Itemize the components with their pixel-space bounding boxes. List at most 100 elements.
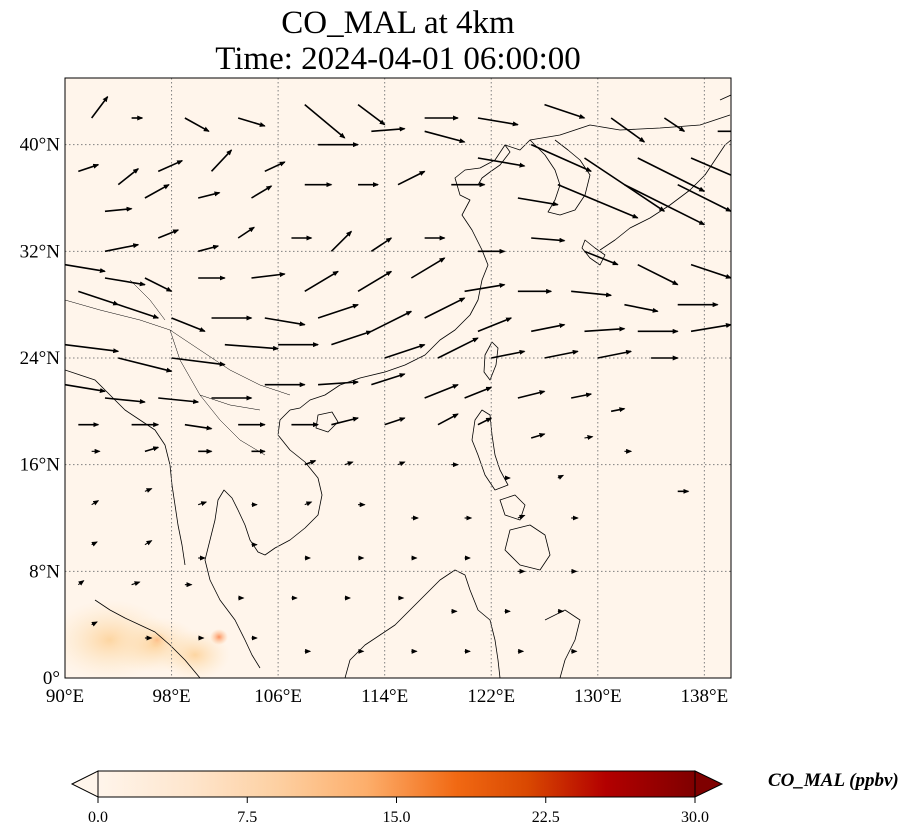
wind-arrow (304, 501, 313, 507)
wind-arrow (78, 163, 100, 173)
wind-arrow (104, 277, 146, 287)
wind-arrow (584, 435, 594, 440)
wind-arrow (357, 104, 386, 126)
wind-arrow (157, 159, 184, 173)
lat-tick-label: 40°N (20, 135, 61, 156)
wind-arrow (544, 349, 579, 359)
wind-arrow (144, 184, 170, 199)
wind-arrow (158, 397, 200, 404)
lat-tick-label: 16°N (20, 455, 61, 476)
lon-tick-label: 90°E (46, 686, 84, 707)
wind-arrow (198, 191, 221, 199)
wind-arrow (184, 117, 210, 132)
wind-arrow (184, 423, 213, 431)
wind-arrow (477, 317, 513, 333)
wind-arrow (77, 580, 85, 586)
colorbar-tick-label: 15.0 (383, 809, 411, 826)
wind-arrow (144, 540, 153, 546)
coastline-japan-kyushu (581, 239, 606, 266)
wind-arrow (131, 581, 141, 586)
wind-arrow (624, 183, 706, 226)
wind-arrow (304, 270, 339, 293)
wind-arrow (530, 143, 592, 172)
wind-arrow (318, 379, 359, 386)
wind-arrow (571, 392, 593, 399)
wind-arrow (557, 183, 639, 219)
colorbar: 0.0 7.5 15.0 22.5 30.0 (70, 770, 724, 826)
wind-arrow (117, 168, 140, 186)
wind-arrow (584, 157, 666, 212)
wind-arrow (210, 149, 233, 172)
wind-arrow (251, 272, 286, 279)
colorbar-ticks: 0.0 7.5 15.0 22.5 30.0 (88, 797, 709, 826)
map-subtitle: Time: 2024-04-01 06:00:00 (215, 41, 581, 77)
wind-arrow (624, 303, 659, 313)
wind-arrow (424, 130, 466, 144)
wind-arrow (424, 297, 466, 319)
wind-vectors (65, 95, 731, 654)
colorbar-tick-label: 7.5 (237, 809, 257, 826)
wind-arrow (264, 317, 306, 327)
wind-arrow (91, 621, 98, 627)
wind-arrow (317, 303, 359, 319)
wind-arrow (304, 459, 317, 466)
wind-arrow (237, 117, 266, 127)
wind-arrow (65, 343, 120, 354)
wind-arrow (517, 514, 526, 520)
colorbar-tick-label: 22.5 (532, 809, 560, 826)
wind-arrow (517, 390, 546, 399)
wind-arrow (118, 357, 173, 373)
wind-arrow (424, 383, 459, 399)
coastline-mindanao (504, 524, 551, 571)
wind-arrow (157, 229, 180, 239)
wind-arrow (118, 303, 160, 319)
wind-arrow (371, 373, 406, 386)
wind-arrow (677, 183, 731, 212)
coastline-japan-hokkaido (719, 94, 731, 101)
coastline-bohai (477, 144, 511, 186)
wind-arrow (584, 326, 626, 333)
wind-arrow (90, 95, 109, 119)
wind-arrow (637, 157, 706, 192)
wind-arrow (464, 283, 506, 293)
wind-arrow (198, 501, 208, 506)
wind-arrow (544, 103, 586, 119)
country-borders (65, 279, 291, 456)
coastline-borneo (344, 569, 501, 678)
wind-arrow (690, 323, 731, 333)
lat-tick-label: 8°N (29, 561, 60, 582)
wind-arrow (65, 263, 106, 273)
colorbar-extend-high (694, 770, 724, 798)
coastline-sumatra (94, 599, 201, 678)
wind-arrow (144, 277, 173, 293)
coastline-korea (529, 139, 591, 216)
wind-arrow (531, 323, 566, 333)
wind-arrow (104, 206, 133, 213)
wind-arrow (171, 357, 226, 367)
wind-arrow (251, 185, 273, 199)
coastline-myanmar (65, 369, 186, 566)
lon-tick-label: 114°E (361, 686, 408, 707)
wind-arrow (371, 126, 406, 133)
wind-arrow (357, 270, 393, 293)
coastline-japan-honshu (599, 139, 731, 251)
wind-arrow (464, 386, 493, 399)
wind-arrow (331, 330, 373, 346)
map-frame (64, 77, 732, 679)
coastline-china (289, 114, 731, 411)
map-area (65, 78, 731, 678)
wind-arrow (597, 349, 633, 359)
wind-arrow (584, 250, 619, 266)
wind-arrow (104, 397, 146, 404)
coastlines (65, 94, 731, 678)
wind-arrow (517, 197, 559, 207)
lon-tick-label: 106°E (254, 686, 302, 707)
wind-arrow (437, 337, 479, 359)
lat-tick-label: 32°N (20, 241, 61, 262)
wind-arrow (557, 474, 565, 480)
lat-tick-label: 24°N (20, 348, 61, 369)
wind-arrow (91, 500, 100, 506)
wind-arrow (384, 343, 426, 359)
co-concentration-field (65, 600, 230, 678)
lon-tick-label: 130°E (574, 686, 622, 707)
